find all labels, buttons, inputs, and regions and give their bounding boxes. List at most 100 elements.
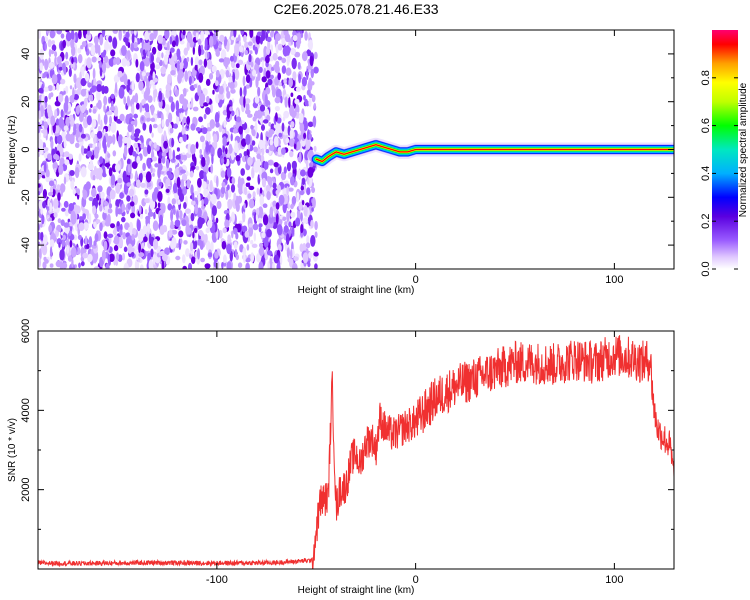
noise-speck — [261, 148, 265, 156]
noise-speck — [267, 78, 273, 86]
noise-speck — [176, 60, 180, 72]
noise-speck — [291, 160, 297, 170]
noise-speck — [241, 225, 248, 233]
noise-speck — [131, 233, 135, 241]
noise-speck — [172, 207, 176, 215]
noise-speck — [251, 140, 256, 146]
noise-speck — [199, 170, 205, 180]
noise-speck — [90, 44, 96, 56]
noise-speck — [182, 254, 186, 264]
noise-speck — [113, 225, 117, 236]
noise-speck — [164, 247, 171, 256]
noise-speck — [259, 104, 266, 112]
noise-speck — [186, 32, 193, 43]
noise-speck — [173, 53, 178, 62]
noise-speck — [99, 185, 102, 191]
noise-speck — [225, 147, 228, 155]
noise-speck — [277, 72, 282, 81]
noise-speck — [285, 137, 290, 144]
noise-speck — [214, 112, 220, 124]
noise-speck — [276, 262, 281, 269]
noise-speck — [133, 142, 138, 148]
noise-speck — [130, 42, 134, 52]
noise-speck — [79, 216, 84, 221]
noise-speck — [243, 186, 248, 196]
noise-speck — [265, 47, 271, 55]
noise-speck — [136, 219, 141, 232]
noise-speck — [205, 107, 211, 115]
noise-speck — [282, 216, 287, 222]
noise-speck — [145, 72, 150, 77]
noise-speck — [104, 221, 111, 227]
noise-speck — [121, 57, 128, 67]
noise-speck — [266, 176, 271, 183]
noise-speck — [242, 247, 247, 257]
noise-speck — [112, 150, 117, 157]
noise-speck — [247, 41, 253, 47]
noise-speck — [252, 69, 257, 77]
noise-speck — [62, 39, 66, 49]
noise-speck — [266, 228, 272, 238]
noise-speck — [176, 210, 179, 221]
noise-speck — [173, 123, 179, 129]
noise-speck — [40, 231, 44, 243]
noise-speck — [261, 231, 266, 239]
noise-speck — [201, 205, 205, 210]
noise-speck — [93, 35, 99, 45]
noise-speck — [165, 104, 170, 113]
noise-speck — [82, 148, 88, 154]
noise-speck — [69, 85, 73, 90]
noise-speck — [147, 95, 153, 103]
noise-speck — [277, 43, 283, 51]
y-tick-label: 4000 — [20, 398, 32, 422]
noise-speck — [142, 122, 147, 131]
noise-speck — [204, 233, 208, 243]
noise-speck — [243, 254, 246, 264]
noise-speck — [61, 239, 66, 247]
noise-speck — [191, 192, 195, 202]
noise-speck — [296, 141, 301, 151]
noise-speck — [240, 168, 245, 176]
noise-speck — [158, 90, 163, 103]
noise-speck — [215, 80, 219, 87]
noise-speck — [240, 30, 245, 36]
noise-speck — [292, 262, 298, 269]
noise-speck — [86, 115, 92, 126]
noise-speck — [190, 212, 195, 222]
noise-speck — [48, 224, 53, 233]
noise-speck — [87, 82, 92, 88]
noise-speck — [229, 106, 233, 112]
noise-speck — [224, 219, 230, 228]
noise-speck — [285, 45, 291, 56]
noise-speck — [287, 202, 290, 210]
noise-speck — [57, 93, 64, 103]
noise-speck — [288, 221, 292, 228]
noise-speck — [123, 262, 129, 269]
noise-speck — [243, 85, 247, 97]
noise-speck — [202, 181, 207, 190]
x-tick-label: 0 — [413, 574, 419, 586]
noise-speck — [118, 30, 122, 41]
noise-speck — [233, 30, 237, 38]
noise-speck — [239, 87, 243, 97]
noise-speck — [309, 55, 314, 67]
noise-speck — [65, 30, 70, 33]
noise-speck — [210, 241, 214, 252]
noise-speck — [152, 220, 159, 231]
noise-speck — [110, 121, 117, 133]
noise-speck — [300, 212, 303, 222]
colorbar-tick-label: 0.6 — [700, 118, 712, 133]
noise-speck — [214, 140, 218, 149]
noise-speck — [71, 57, 74, 64]
noise-speck — [248, 198, 255, 209]
noise-speck — [183, 58, 188, 70]
noise-speck — [99, 34, 104, 46]
noise-speck — [272, 216, 277, 223]
noise-speck — [139, 172, 143, 181]
noise-speck — [70, 30, 75, 41]
noise-speck — [283, 166, 287, 174]
noise-speck — [105, 263, 110, 269]
noise-speck — [63, 222, 70, 228]
noise-speck — [215, 49, 220, 57]
noise-speck — [65, 85, 69, 94]
